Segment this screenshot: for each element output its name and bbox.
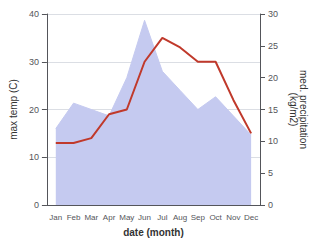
svg-text:40: 40	[29, 9, 39, 19]
svg-text:max temp (C): max temp (C)	[8, 79, 19, 140]
svg-text:Nov: Nov	[226, 213, 240, 222]
svg-text:5: 5	[268, 168, 273, 178]
svg-text:(kg/m2): (kg/m2)	[288, 93, 299, 127]
svg-text:med. precipitation: med. precipitation	[298, 70, 310, 149]
svg-text:Apr: Apr	[103, 213, 116, 222]
svg-text:Jul: Jul	[157, 213, 167, 222]
svg-text:15: 15	[268, 105, 278, 115]
svg-text:Mar: Mar	[84, 213, 98, 222]
svg-text:May: May	[119, 213, 134, 222]
svg-text:Jan: Jan	[49, 213, 62, 222]
svg-text:20: 20	[29, 105, 39, 115]
svg-text:20: 20	[268, 73, 278, 83]
svg-text:Feb: Feb	[67, 213, 81, 222]
svg-text:Sep: Sep	[191, 213, 206, 222]
svg-text:25: 25	[268, 41, 278, 51]
svg-text:10: 10	[29, 152, 39, 162]
svg-text:10: 10	[268, 136, 278, 146]
svg-text:date (month): date (month)	[123, 227, 184, 238]
svg-text:Jun: Jun	[138, 213, 151, 222]
svg-text:0: 0	[268, 200, 273, 210]
svg-text:Oct: Oct	[209, 213, 222, 222]
svg-text:30: 30	[268, 9, 278, 19]
svg-text:Aug: Aug	[173, 213, 187, 222]
svg-text:0: 0	[34, 200, 39, 210]
svg-text:Dec: Dec	[244, 213, 258, 222]
svg-text:30: 30	[29, 57, 39, 67]
